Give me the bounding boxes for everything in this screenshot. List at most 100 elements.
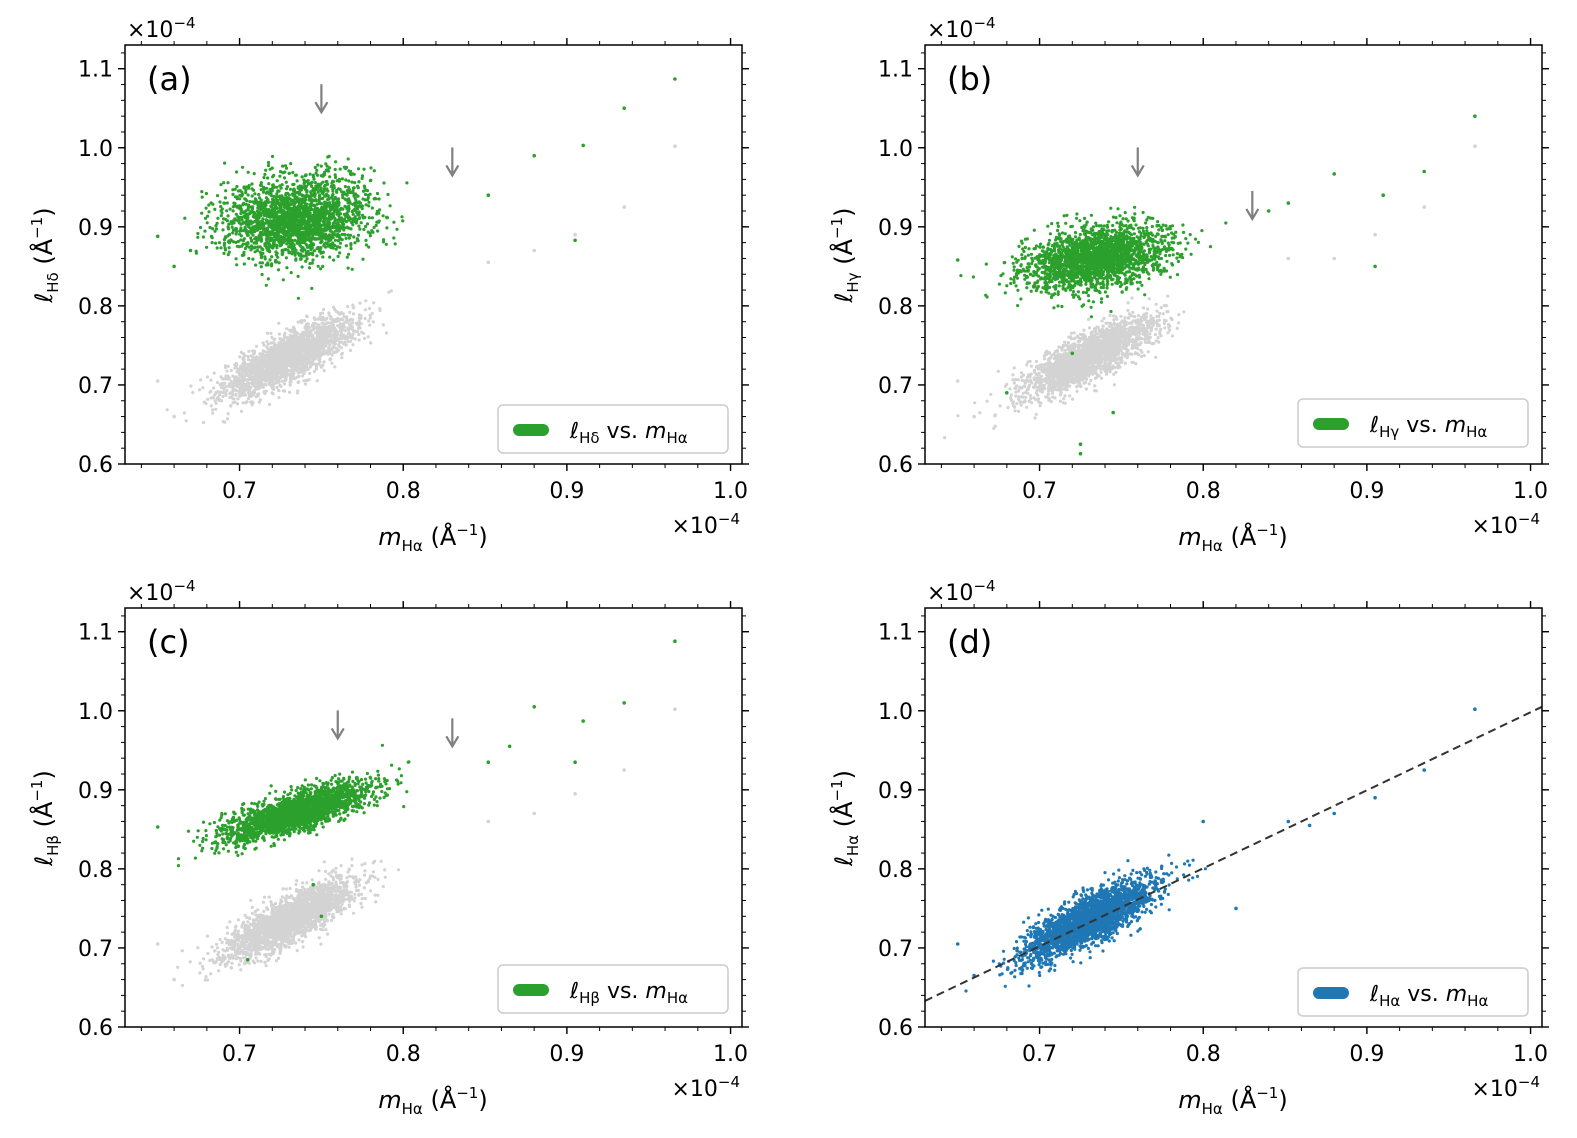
data-point [282, 176, 287, 180]
data-point [267, 200, 271, 204]
background-point [1063, 340, 1067, 344]
data-point [188, 248, 193, 253]
data-point [278, 197, 282, 201]
data-point [314, 171, 318, 175]
background-point [300, 337, 304, 341]
data-point [272, 241, 276, 245]
data-point [285, 233, 289, 237]
data-point [289, 214, 293, 219]
data-point [222, 251, 226, 255]
legend: ℓHδ vs. mHα [497, 404, 729, 454]
background-point [322, 369, 326, 373]
background-point [201, 386, 205, 390]
data-point [328, 255, 332, 259]
data-point [293, 197, 297, 201]
data-point [285, 266, 289, 270]
data-point [249, 236, 253, 240]
data-point [260, 272, 264, 277]
background-point [1108, 313, 1112, 317]
background-point [357, 313, 361, 317]
background-point [1149, 314, 1153, 318]
data-point [253, 250, 257, 254]
data-point [300, 265, 304, 269]
background-point [269, 363, 273, 367]
data-point [386, 192, 390, 197]
data-point [249, 211, 253, 215]
background-point [292, 377, 296, 381]
background-point [320, 340, 324, 344]
data-point [279, 235, 283, 240]
data-point [335, 212, 339, 216]
background-point [209, 378, 213, 382]
background-point [238, 355, 242, 359]
data-point [347, 236, 351, 240]
data-point [319, 232, 323, 236]
background-point [269, 355, 273, 359]
data-point [262, 175, 266, 180]
data-point [333, 238, 338, 242]
background-point [236, 380, 240, 384]
background-point [202, 400, 206, 404]
data-point [194, 249, 198, 253]
background-point [573, 232, 577, 237]
data-point [307, 182, 311, 186]
background-point [369, 341, 373, 345]
data-point [332, 258, 336, 262]
data-point [308, 228, 312, 232]
background-point [343, 329, 347, 333]
data-point [322, 184, 327, 188]
background-point [223, 420, 227, 424]
background-point [301, 330, 305, 334]
data-point [256, 245, 260, 249]
data-point [310, 180, 314, 184]
data-point [353, 202, 357, 207]
background-point [275, 366, 279, 370]
data-point [311, 237, 316, 241]
data-point [392, 220, 396, 224]
background-point [331, 326, 335, 330]
data-point [303, 248, 307, 252]
data-point [266, 163, 271, 168]
data-point [357, 224, 361, 228]
background-point [264, 383, 268, 387]
data-point [238, 228, 243, 233]
data-point [265, 245, 269, 249]
background-point [279, 375, 283, 379]
data-point [289, 239, 293, 243]
background-point [250, 400, 254, 404]
data-point [350, 180, 354, 184]
background-point [1015, 384, 1019, 388]
background-point [221, 394, 225, 399]
data-point [304, 198, 308, 202]
data-point [280, 209, 284, 213]
background-point [206, 397, 210, 401]
background-point [324, 318, 328, 322]
data-point [275, 227, 280, 231]
background-point [275, 385, 279, 390]
background-point [251, 349, 255, 353]
data-point [211, 227, 215, 231]
data-point [294, 248, 298, 252]
data-point [235, 230, 239, 234]
data-point [361, 257, 365, 261]
data-point [355, 238, 360, 243]
data-point [207, 210, 211, 214]
background-point [355, 321, 359, 325]
data-point [326, 197, 330, 202]
data-point [253, 230, 257, 234]
data-point [205, 221, 209, 225]
data-point [274, 250, 278, 254]
background-point [261, 385, 265, 389]
background-point [342, 315, 346, 319]
background-point [217, 398, 221, 402]
data-point [263, 230, 268, 234]
data-point [270, 244, 274, 249]
panel-a: 0.7 0.8 0.9 1.0 0.60.70.80.91.01.1 (a) ×10−… [28, 14, 749, 555]
data-point [213, 207, 217, 211]
data-point [291, 249, 295, 253]
background-point [306, 329, 310, 333]
data-point [315, 229, 319, 233]
data-point [318, 188, 322, 192]
data-point [341, 193, 345, 197]
background-point [310, 340, 314, 344]
